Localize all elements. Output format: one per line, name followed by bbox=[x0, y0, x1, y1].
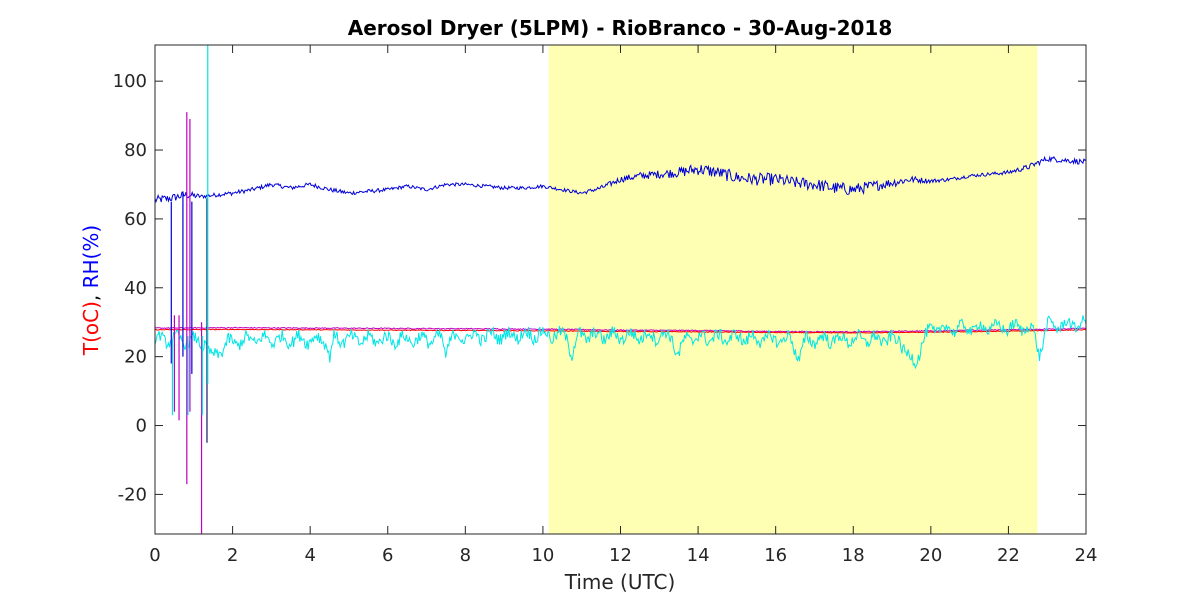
x-tick-label: 22 bbox=[997, 545, 1020, 566]
spike-lines bbox=[170, 45, 209, 534]
y-axis-label: T(oC), RH(%) bbox=[79, 225, 103, 356]
y-tick-label: -20 bbox=[118, 484, 147, 505]
x-tick-label: 10 bbox=[531, 545, 554, 566]
y-label-part-0: T(oC) bbox=[79, 301, 103, 356]
x-axis-ticks: 0 2 4 6 8 10 12 14 16 18 20 22 24 bbox=[149, 45, 1097, 566]
x-tick-label: 24 bbox=[1075, 545, 1098, 566]
y-tick-label: 0 bbox=[136, 416, 147, 437]
x-axis-label: Time (UTC) bbox=[564, 570, 676, 594]
x-tick-label: 14 bbox=[687, 545, 710, 566]
y-tick-label: 40 bbox=[124, 278, 147, 299]
plot-area bbox=[155, 155, 1086, 370]
highlight-band bbox=[548, 45, 1038, 534]
series-line-3 bbox=[155, 315, 1086, 370]
series-line-0 bbox=[155, 155, 1086, 203]
y-label-part-1: , bbox=[79, 288, 103, 301]
y-tick-label: 100 bbox=[113, 71, 147, 92]
series-line-2 bbox=[155, 328, 1086, 334]
y-tick-label: 60 bbox=[124, 209, 147, 230]
x-tick-label: 20 bbox=[919, 545, 942, 566]
series-line-1 bbox=[155, 326, 1086, 333]
x-tick-label: 12 bbox=[609, 545, 632, 566]
y-tick-label: 80 bbox=[124, 140, 147, 161]
x-tick-label: 2 bbox=[227, 545, 238, 566]
x-tick-label: 16 bbox=[764, 545, 787, 566]
x-tick-label: 6 bbox=[382, 545, 393, 566]
y-tick-label: 20 bbox=[124, 347, 147, 368]
x-tick-label: 18 bbox=[842, 545, 865, 566]
x-tick-label: 0 bbox=[149, 545, 160, 566]
y-label-part-2: RH(%) bbox=[79, 225, 103, 289]
x-tick-label: 8 bbox=[460, 545, 471, 566]
chart-title: Aerosol Dryer (5LPM) - RioBranco - 30-Au… bbox=[348, 16, 893, 40]
x-tick-label: 4 bbox=[304, 545, 315, 566]
y-axis-ticks: -20 0 20 40 60 80 100 bbox=[113, 71, 1086, 505]
